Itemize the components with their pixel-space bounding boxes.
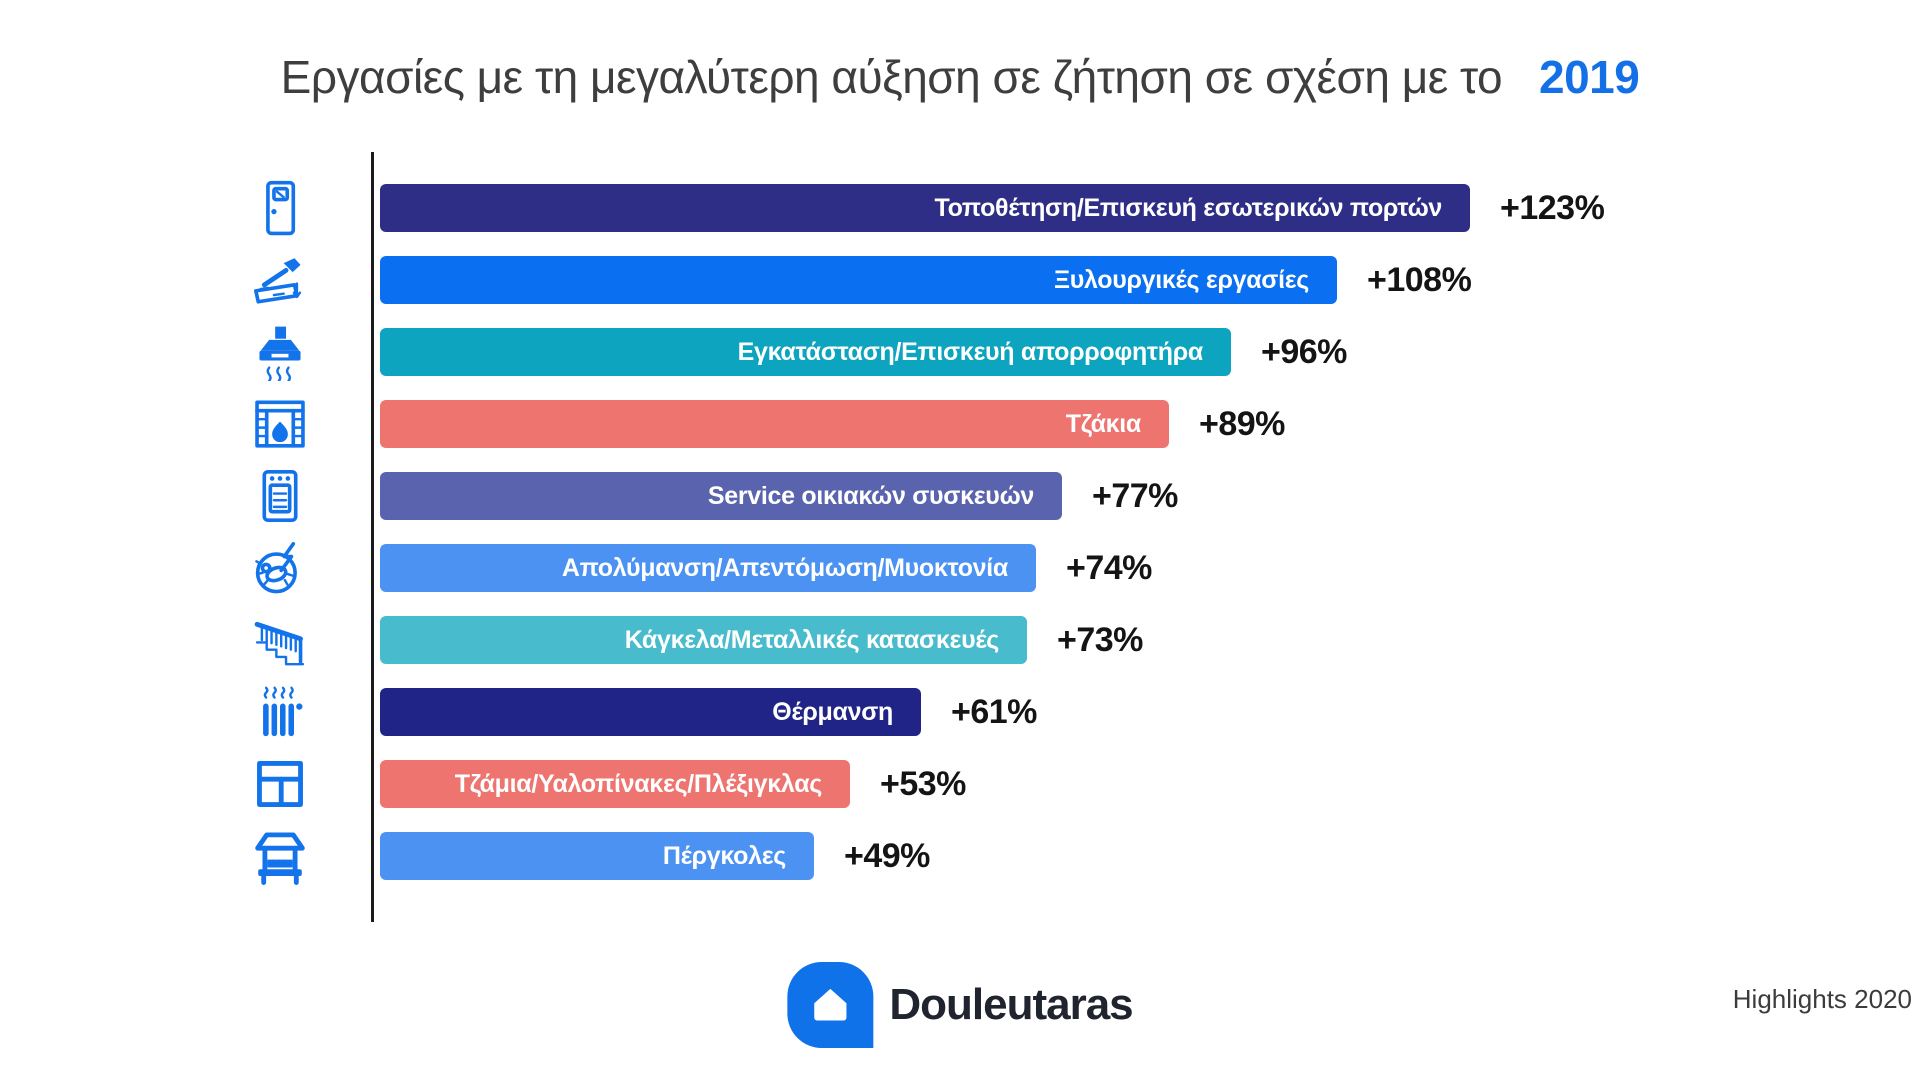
- bar-label: Κάγκελα/Μεταλλικές κατασκευές: [624, 625, 1000, 654]
- percent-label: +123%: [1500, 188, 1605, 227]
- door-icon: [250, 178, 310, 238]
- bar-label: Τζάκια: [1065, 409, 1142, 438]
- bar: Τζάμια/Υαλοπίνακες/Πλέξιγκλας: [380, 760, 850, 808]
- axis-line: [371, 152, 374, 922]
- bar: Πέργκολες: [380, 832, 814, 880]
- bar: Ξυλουργικές εργασίες: [380, 256, 1337, 304]
- chart-row: Τζάκια +89%: [0, 400, 1920, 448]
- house-icon: [814, 988, 847, 1021]
- bar-label: Πέργκολες: [662, 841, 786, 870]
- bar-label: Ξυλουργικές εργασίες: [1053, 265, 1309, 294]
- chart-row: Τοποθέτηση/Επισκευή εσωτερικών πορτών +12…: [0, 180, 1920, 236]
- percent-label: +49%: [844, 836, 930, 875]
- bar: Τοποθέτηση/Επισκευή εσωτερικών πορτών: [380, 184, 1470, 232]
- radiator-icon: [250, 682, 310, 742]
- highlights-note: Highlights 2020: [1732, 984, 1912, 1014]
- logo-text: Douleutaras: [889, 980, 1133, 1029]
- bar-label: Θέρμανση: [772, 697, 893, 726]
- bar: Εγκατάσταση/Επισκευή απορροφητήρα: [380, 328, 1231, 376]
- bar: Θέρμανση: [380, 688, 921, 736]
- railing-icon: [250, 610, 310, 670]
- carpentry-icon: [250, 250, 310, 310]
- percent-label: +61%: [951, 692, 1037, 731]
- percent-label: +53%: [880, 764, 966, 803]
- oven-icon: [250, 466, 310, 526]
- bar: Service οικιακών συσκευών: [380, 472, 1062, 520]
- chart-row: Κάγκελα/Μεταλλικές κατασκευές +73%: [0, 616, 1920, 666]
- bar: Απολύμανση/Απεντόμωση/Μυοκτονία: [380, 544, 1036, 592]
- window-icon: [250, 754, 310, 814]
- chart-row: Απολύμανση/Απεντόμωση/Μυοκτονία +74%: [0, 542, 1920, 594]
- chart-row: Θέρμανση +61%: [0, 686, 1920, 737]
- bar-label: Εγκατάσταση/Επισκευή απορροφητήρα: [737, 337, 1204, 366]
- page-title-text: Εργασίες με τη μεγαλύτερη αύξηση σε ζήτη…: [280, 51, 1503, 103]
- percent-label: +73%: [1057, 620, 1143, 659]
- percent-label: +96%: [1261, 332, 1347, 371]
- pergola-icon: [250, 826, 310, 886]
- page-title: Εργασίες με τη μεγαλύτερη αύξηση σε ζήτη…: [0, 50, 1920, 104]
- bar: Τζάκια: [380, 400, 1169, 448]
- fireplace-icon: [250, 394, 310, 454]
- chart-row: Τζάμια/Υαλοπίνακες/Πλέξιγκλας +53%: [0, 760, 1920, 808]
- bar: Κάγκελα/Μεταλλικές κατασκευές: [380, 616, 1027, 664]
- percent-label: +108%: [1367, 260, 1472, 299]
- bar-label: Service οικιακών συσκευών: [707, 481, 1034, 510]
- percent-label: +77%: [1092, 476, 1178, 515]
- pest-control-icon: [250, 538, 310, 598]
- bar-label: Τοποθέτηση/Επισκευή εσωτερικών πορτών: [934, 193, 1443, 222]
- chart-row: Εγκατάσταση/Επισκευή απορροφητήρα +96%: [0, 326, 1920, 381]
- page-title-year: 2019: [1538, 51, 1640, 103]
- bar-label: Τζάμια/Υαλοπίνακες/Πλέξιγκλας: [454, 769, 823, 798]
- range-hood-icon: [250, 322, 310, 382]
- chart-row: Service οικιακών συσκευών +77%: [0, 470, 1920, 522]
- logo: Douleutaras: [787, 962, 1134, 1048]
- chart-row: Ξυλουργικές εργασίες +108%: [0, 256, 1920, 304]
- percent-label: +74%: [1066, 548, 1152, 587]
- percent-label: +89%: [1199, 404, 1285, 443]
- chart-row: Πέργκολες +49%: [0, 832, 1920, 885]
- logo-house-icon: [787, 962, 874, 1048]
- bar-label: Απολύμανση/Απεντόμωση/Μυοκτονία: [561, 553, 1008, 582]
